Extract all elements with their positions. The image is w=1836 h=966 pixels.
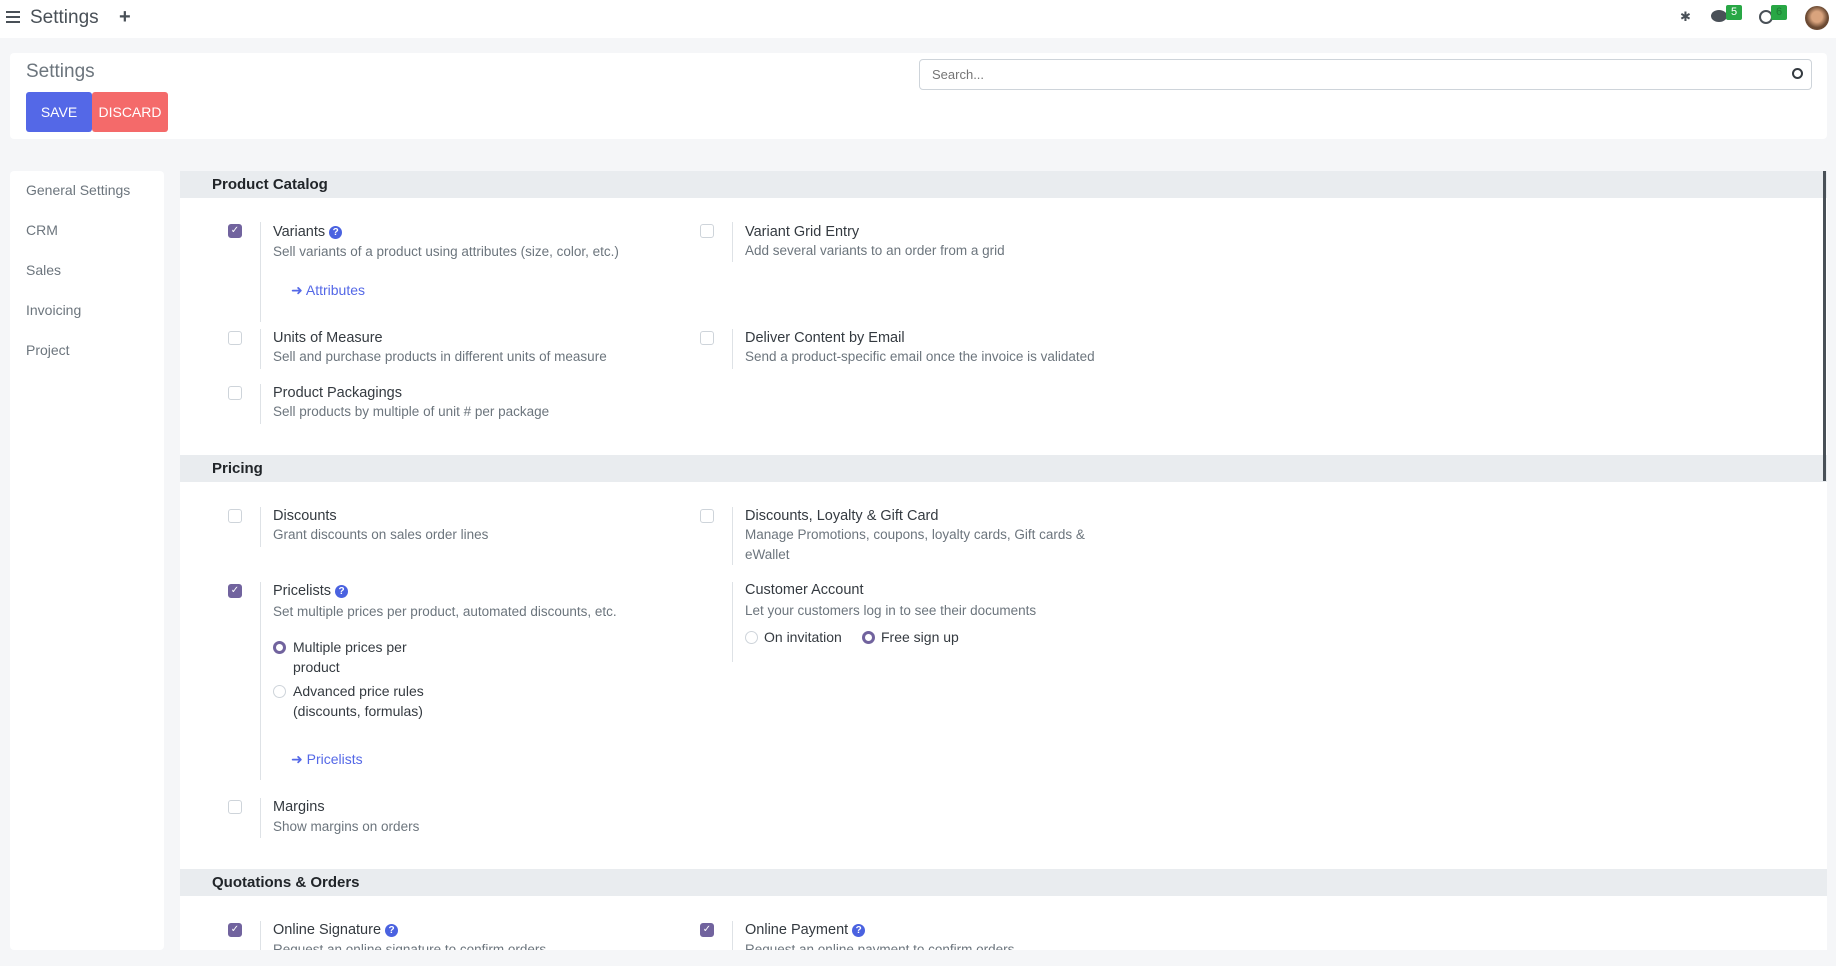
pricelists-link[interactable]: ➜ Pricelists	[291, 751, 363, 768]
top-bar: Settings + ✱ 5 6	[0, 0, 1836, 38]
uom-desc: Sell and purchase products in different …	[273, 349, 607, 364]
chat-icon[interactable]	[1711, 10, 1727, 22]
loyalty-checkbox[interactable]	[700, 509, 714, 523]
uom-checkbox[interactable]	[228, 331, 242, 345]
divider	[732, 329, 733, 369]
scrollbar[interactable]	[1823, 171, 1826, 481]
help-icon[interactable]: ?	[335, 585, 349, 598]
on-invitation-label: On invitation	[764, 629, 842, 645]
sidebar-item-project[interactable]: Project	[26, 342, 70, 358]
packagings-label: Product Packagings	[273, 385, 402, 401]
divider	[732, 507, 733, 565]
menu-icon[interactable]	[6, 11, 20, 23]
margins-desc: Show margins on orders	[273, 819, 420, 834]
page-title: Settings	[26, 61, 95, 82]
advanced-rules-label: Advanced price rules	[293, 683, 424, 699]
search-icon[interactable]	[1792, 68, 1803, 79]
discounts-desc: Grant discounts on sales order lines	[273, 527, 489, 542]
advanced-rules-label-cont: (discounts, formulas)	[293, 703, 423, 719]
deliver-email-label: Deliver Content by Email	[745, 330, 905, 346]
variants-label: Variants?	[273, 224, 343, 240]
divider	[260, 582, 261, 780]
sidebar-item-sales[interactable]: Sales	[26, 262, 62, 278]
online-payment-checkbox[interactable]: ✓	[700, 923, 714, 937]
section-product-catalog: Product Catalog	[180, 171, 1827, 198]
packagings-checkbox[interactable]	[228, 386, 242, 400]
divider	[732, 222, 733, 262]
avatar[interactable]	[1805, 6, 1829, 30]
variant-grid-checkbox[interactable]	[700, 224, 714, 238]
uom-label: Units of Measure	[273, 330, 383, 346]
sidebar-item-crm[interactable]: CRM	[26, 222, 58, 238]
online-signature-checkbox[interactable]: ✓	[228, 923, 242, 937]
variants-label-text: Variants	[273, 224, 326, 240]
arrow-right-icon: ➜	[291, 282, 303, 298]
search-input[interactable]	[919, 59, 1812, 90]
pricelists-desc: Set multiple prices per product, automat…	[273, 604, 617, 619]
sidebar	[10, 171, 164, 950]
packagings-desc: Sell products by multiple of unit # per …	[273, 404, 550, 419]
divider	[260, 798, 261, 838]
divider	[732, 921, 733, 950]
sidebar-item-invoicing[interactable]: Invoicing	[26, 302, 82, 318]
multiple-prices-label: Multiple prices per	[293, 639, 407, 655]
divider	[260, 384, 261, 424]
deliver-email-desc: Send a product-specific email once the i…	[745, 349, 1095, 364]
free-signup-radio[interactable]	[862, 631, 875, 644]
help-icon[interactable]: ?	[329, 226, 343, 239]
online-payment-desc: Request an online payment to confirm ord…	[745, 942, 1015, 950]
app-title: Settings	[30, 7, 99, 28]
loyalty-desc-cont: eWallet	[745, 547, 790, 562]
divider	[732, 582, 733, 662]
multiple-prices-radio[interactable]	[273, 641, 286, 654]
loyalty-label: Discounts, Loyalty & Gift Card	[745, 508, 939, 524]
divider	[260, 921, 261, 950]
customer-account-label: Customer Account	[745, 582, 864, 598]
discounts-label: Discounts	[273, 508, 337, 524]
settings-main: Product Catalog ✓ Variants? Sell variant…	[180, 171, 1827, 950]
arrow-right-icon: ➜	[291, 751, 303, 767]
messages-badge: 5	[1726, 5, 1743, 20]
free-signup-label: Free sign up	[881, 629, 959, 645]
attributes-link-text: Attributes	[305, 282, 365, 298]
loyalty-desc: Manage Promotions, coupons, loyalty card…	[745, 527, 1085, 542]
online-signature-label-text: Online Signature	[273, 922, 382, 938]
variant-grid-desc: Add several variants to an order from a …	[745, 243, 1005, 258]
online-payment-label: Online Payment?	[745, 922, 866, 938]
online-signature-desc: Request an online signature to confirm o…	[273, 942, 547, 950]
attributes-link[interactable]: ➜ Attributes	[291, 282, 365, 299]
divider	[260, 507, 261, 547]
bug-icon[interactable]: ✱	[1680, 9, 1691, 24]
variants-desc: Sell variants of a product using attribu…	[273, 244, 619, 259]
control-panel: Settings	[10, 53, 1827, 139]
customer-account-desc: Let your customers log in to see their d…	[745, 603, 1037, 618]
variants-checkbox[interactable]: ✓	[228, 224, 242, 238]
add-icon[interactable]: +	[119, 6, 131, 28]
help-icon[interactable]: ?	[852, 924, 866, 937]
save-button[interactable]: SAVE	[26, 92, 92, 132]
pricelists-label: Pricelists?	[273, 583, 349, 599]
deliver-email-checkbox[interactable]	[700, 331, 714, 345]
pricelists-link-text: Pricelists	[306, 751, 363, 767]
discard-button[interactable]: DISCARD	[92, 92, 168, 132]
sidebar-item-general-settings[interactable]: General Settings	[26, 182, 131, 198]
divider	[260, 329, 261, 369]
section-pricing: Pricing	[180, 455, 1827, 482]
activities-badge: 6	[1771, 5, 1788, 20]
margins-label: Margins	[273, 799, 325, 815]
margins-checkbox[interactable]	[228, 800, 242, 814]
pricelists-label-text: Pricelists	[273, 583, 332, 599]
section-quotations-orders: Quotations & Orders	[180, 869, 1827, 896]
advanced-rules-radio[interactable]	[273, 685, 286, 698]
divider	[260, 222, 261, 322]
multiple-prices-label-cont: product	[293, 659, 340, 675]
variant-grid-label: Variant Grid Entry	[745, 224, 860, 240]
online-signature-label: Online Signature?	[273, 922, 399, 938]
pricelists-checkbox[interactable]: ✓	[228, 584, 242, 598]
help-icon[interactable]: ?	[385, 924, 399, 937]
online-payment-label-text: Online Payment	[745, 922, 849, 938]
discounts-checkbox[interactable]	[228, 509, 242, 523]
on-invitation-radio[interactable]	[745, 631, 758, 644]
